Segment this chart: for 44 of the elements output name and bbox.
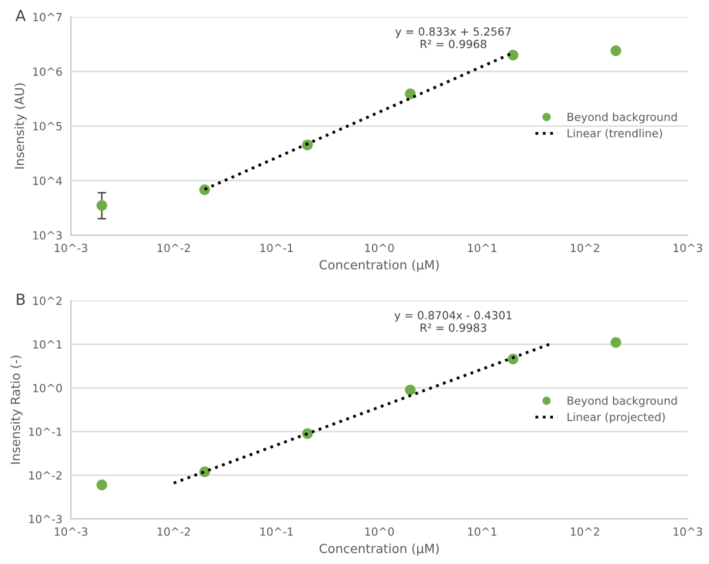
legend-label: Linear (trendline) — [568, 128, 662, 139]
x-tick-label: 10^-2 — [158, 527, 190, 536]
y-tick-label: 10^7 — [33, 12, 62, 22]
x-tick-label: 10^-1 — [260, 244, 293, 252]
y-tick-label: 10^-3 — [29, 514, 62, 524]
point — [610, 337, 622, 348]
y-tick-label: 10^6 — [33, 67, 62, 76]
x-tick-label: 10^2 — [570, 527, 600, 536]
y-tick-label: 10^5 — [33, 122, 62, 130]
x-tick-label: 10^2 — [570, 244, 600, 252]
y-tick-label: 10^4 — [33, 176, 62, 185]
point — [610, 45, 622, 56]
x-tick-label: 10^-2 — [158, 244, 190, 252]
x-tick-label: 10^3 — [674, 527, 702, 536]
x-tick-label: 10^-3 — [54, 244, 88, 252]
chart-title: B — [16, 294, 25, 305]
legend-label: Linear (projected) — [568, 412, 665, 424]
x-tick-label: 10^-1 — [260, 527, 293, 536]
x-tick-label: 10^1 — [468, 527, 496, 536]
y-tick-label: 10^0 — [33, 384, 62, 392]
annotation: y = 0.8704x - 0.4301 R² = 0.9983 — [394, 311, 512, 332]
x-tick-label: 10^0 — [365, 527, 394, 536]
y-axis-title: Insensity (AU) — [14, 83, 26, 169]
y-tick-label: 10^1 — [33, 340, 62, 349]
y-tick-label: 10^3 — [33, 231, 62, 240]
y-tick-label: 10^-2 — [29, 471, 62, 480]
x-tick-label: 10^3 — [674, 244, 702, 252]
y-tick-label: 10^2 — [33, 296, 62, 306]
x-tick-label: 10^-3 — [54, 527, 88, 536]
y-tick-label: 10^-1 — [29, 428, 62, 436]
point — [508, 50, 518, 60]
y-axis-title: Insensity Ratio (-) — [10, 356, 22, 464]
point — [404, 384, 416, 396]
point — [404, 88, 416, 100]
point — [96, 200, 108, 211]
chart-title: A — [16, 10, 26, 22]
x-axis-title: Concentration (µM) — [320, 260, 439, 272]
x-tick-label: 10^0 — [365, 244, 394, 252]
x-tick-label: 10^1 — [468, 244, 496, 252]
legend-label: Beyond background — [568, 112, 677, 124]
x-axis-title: Concentration (µM) — [320, 544, 439, 556]
annotation: y = 0.833x + 5.2567 R² = 0.9968 — [395, 27, 511, 48]
point — [96, 480, 108, 490]
legend-label: Beyond background — [568, 396, 677, 407]
